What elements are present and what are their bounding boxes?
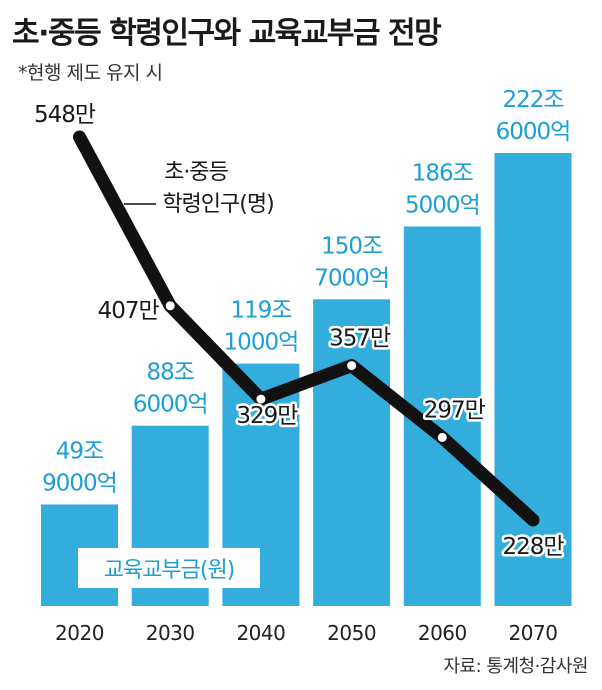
bar-label-2030-bottom: 6000억 [133, 392, 208, 418]
line-label-2020: 548만 [34, 102, 96, 128]
legend-bar-box [78, 548, 260, 588]
line-label-2030: 407만 [98, 298, 160, 324]
x-tick-2060: 2060 [418, 621, 467, 645]
bar-label-2070-bottom: 6000억 [496, 119, 571, 145]
line-point-2060 [437, 432, 447, 442]
bar-label-2050-bottom: 7000억 [314, 265, 389, 291]
line-label-2070: 228만 [502, 534, 564, 560]
bar-label-2020-bottom: 9000억 [42, 470, 117, 496]
bar-label-2020-top: 49조 [56, 438, 103, 464]
line-point-2040 [256, 394, 266, 404]
chart-subtitle: *현행 제도 유지 시 [18, 62, 163, 84]
bar-label-2060-bottom: 5000억 [405, 192, 480, 218]
x-tick-2070: 2070 [509, 621, 558, 645]
bar-label-2040-top: 119조 [230, 298, 291, 324]
bar-label-2070-top: 222조 [502, 87, 563, 113]
line-label-2060: 297만 [424, 397, 486, 423]
x-tick-2040: 2040 [236, 621, 285, 645]
x-tick-2030: 2030 [146, 621, 195, 645]
bar-2050 [313, 299, 391, 606]
x-tick-2020: 2020 [55, 621, 104, 645]
bar-label-2030-top: 88조 [146, 360, 193, 386]
source-note: 자료: 통계청·감사원 [443, 656, 589, 677]
bar-2070 [494, 153, 572, 606]
legend-line-label-1: 초·중등 [164, 160, 228, 185]
x-tick-2050: 2050 [327, 621, 376, 645]
bar-label-2060-top: 186조 [412, 160, 473, 186]
bar-label-2050-top: 150조 [321, 233, 382, 259]
line-point-2050 [347, 361, 357, 371]
line-series-population [73, 130, 540, 527]
bar-label-2040-bottom: 1000억 [224, 330, 299, 356]
line-label-2040: 329만 [236, 403, 298, 429]
line-point-2030 [165, 301, 175, 311]
legend-bar-label: 교육교부금(원) [104, 558, 235, 583]
line-label-2050: 357만 [329, 326, 391, 352]
chart-title: 초·중등 학령인구와 교육교부금 전망 [12, 16, 442, 51]
legend-line-label-2: 학령인구(명) [162, 192, 273, 217]
